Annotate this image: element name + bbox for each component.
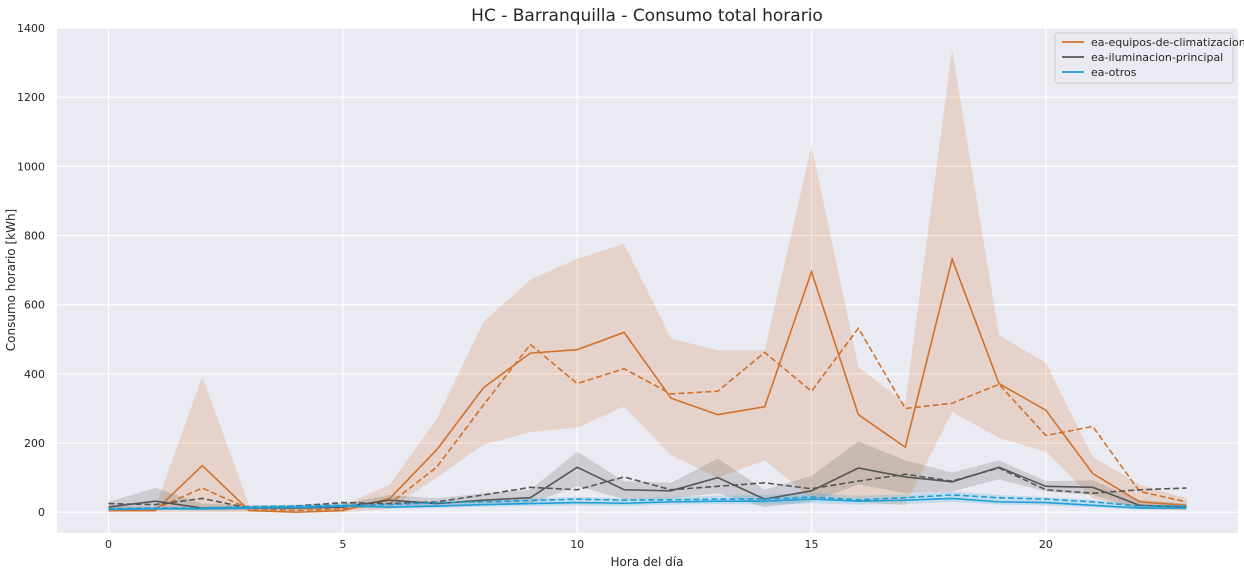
- dashed-line-ea-iluminacion-principal: [108, 467, 1187, 509]
- y-tick-label: 1400: [17, 22, 45, 35]
- x-tick-label: 5: [339, 538, 346, 551]
- x-tick-label: 20: [1039, 538, 1053, 551]
- y-axis-label: Consumo horario [kWh]: [4, 209, 18, 351]
- x-tick-label: 15: [805, 538, 819, 551]
- plot-background: [57, 28, 1238, 533]
- y-tick-label: 0: [38, 506, 45, 519]
- x-axis-label: Hora del día: [611, 555, 684, 569]
- y-tick-label: 600: [24, 299, 45, 312]
- y-tick-label: 800: [24, 230, 45, 243]
- legend-label: ea-otros: [1091, 66, 1137, 79]
- y-tick-label: 200: [24, 437, 45, 450]
- series-lines: [108, 256, 1187, 514]
- x-tick-label: 10: [570, 538, 584, 551]
- legend-box: [1054, 32, 1234, 84]
- x-tick-labels: 0 5 10 15 20: [105, 538, 1053, 551]
- legend: ea-equipos-de-climatizacion ea-iluminacio…: [1054, 32, 1244, 84]
- x-tick-label: 0: [105, 538, 112, 551]
- y-tick-label: 400: [24, 368, 45, 381]
- grid: [57, 27, 1238, 533]
- y-tick-label: 1000: [17, 160, 45, 173]
- y-tick-label: 1200: [17, 91, 45, 104]
- dashed-line-ea-equipos-de-climatizacion: [108, 326, 1187, 512]
- y-tick-labels: 0 200 400 600 800 1000 1200 1400: [17, 22, 45, 519]
- legend-label: ea-equipos-de-climatizacion: [1091, 36, 1244, 49]
- line-ea-equipos-de-climatizacion: [108, 256, 1187, 514]
- legend-label: ea-iluminacion-principal: [1091, 51, 1223, 64]
- band-ea-equipos-de-climatizacion: [108, 49, 1187, 513]
- line-ea-otros: [108, 497, 1187, 511]
- chart-title: HC - Barranquilla - Consumo total horari…: [471, 6, 823, 26]
